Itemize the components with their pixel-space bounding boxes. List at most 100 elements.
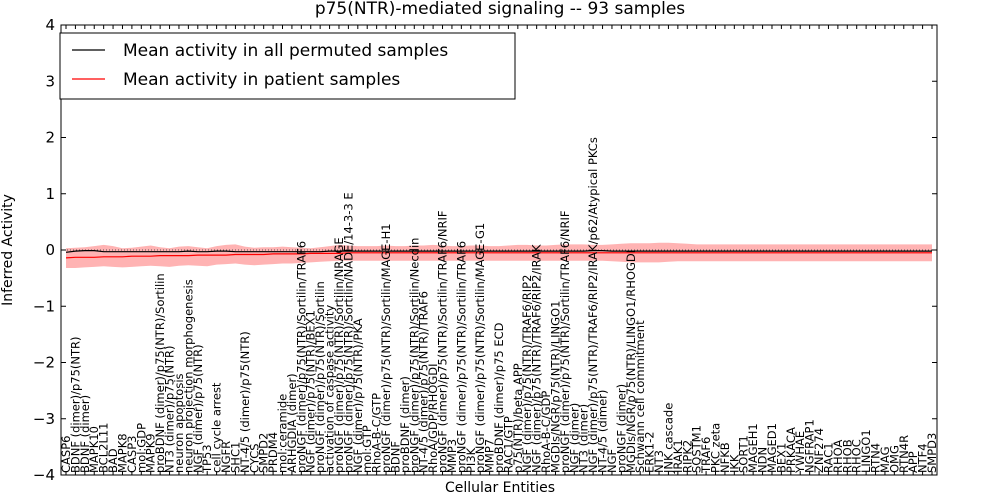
x-tick-label: SMPD3 (925, 433, 939, 473)
x-tick-label: mol:GTP (360, 425, 374, 473)
y-tick-label: −1 (33, 297, 55, 315)
legend-label-patient: Mean activity in patient samples (123, 70, 400, 90)
x-tick-label: mol:ceramide (276, 394, 290, 473)
x-tick-label: proNGF (dimer)/p75(NTR)/Sortilin/TRAF6 (454, 241, 468, 473)
x-tick-label: NT3 (dimer) (577, 404, 591, 473)
y-tick-label: 1 (45, 185, 55, 203)
x-tick-label: proNGF (dimer)/p75(NTR)/Sortilin/NADE/14… (341, 192, 355, 473)
x-tick-label: NGFRAP1 (803, 419, 817, 473)
x-tick-label: BAD (106, 448, 120, 473)
x-tick-label: NGF (dimer)/p75(NTR)/TRAF6/RIP2/IRAK/p62… (586, 137, 600, 473)
x-tick-label: proBDNF (dimer) (398, 376, 412, 473)
x-tick-label: RhoA-B-C/GDP (539, 391, 553, 473)
y-axis-ticks: −4 −3 −2 −1 0 1 2 3 4 (33, 16, 937, 484)
x-tick-label: PRKACA (784, 427, 798, 473)
x-tick-label: TRAF6 (699, 437, 713, 474)
x-tick-label: APP (906, 451, 920, 473)
x-tick-label: YWHAE (793, 431, 807, 474)
x-tick-label: RHOB (840, 439, 854, 473)
x-tick-label: MGDIs/NGR/p75(NTR)/LINGO1/RHOGDI (624, 250, 638, 473)
x-tick-label: MAGED1 (765, 423, 779, 473)
x-tick-label: SQSTM1 (690, 425, 704, 473)
y-tick-label: −4 (33, 466, 55, 484)
x-tick-label: MAPK9 (144, 433, 158, 473)
series-line-patient (65, 252, 932, 259)
x-tick-label: CYCS (247, 443, 261, 473)
x-tick-label: NGF (dimer)/p75(NTR)/TRAF6/RIP2/IRAK (530, 244, 544, 473)
y-axis-label: Inferred Activity (0, 194, 16, 306)
x-tick-label: PKC zeta (709, 423, 723, 473)
x-tick-label: proNGF (dimer)/p75(NTR)/Sortilin/NRAGE (332, 237, 346, 473)
x-tick-label: BDNF (389, 441, 403, 473)
x-tick-label: BCL2L11 (97, 423, 111, 473)
x-tick-label: proBDNF (dimer)/p75(NTR)/Sortilin (153, 273, 167, 473)
x-tick-label: proNGF (dimer)/p75(NTR)/Sortilin/TRAF6/N… (558, 211, 572, 473)
x-tick-label: NT-4/5 (dimer)/p75(NTR)/TRAF6 (417, 291, 431, 473)
x-tick-label: MMP7 (483, 439, 497, 473)
x-tick-label: RHOC (850, 439, 864, 473)
x-tick-label: CASP6 (59, 436, 73, 473)
x-tick-label: MAG (878, 447, 892, 474)
legend-box (59, 32, 516, 100)
x-tick-label: NT-4/5 (dimer)/p75(NTR) (238, 331, 252, 473)
x-tick-label: RhoA/GDP/RHOGDI (426, 364, 440, 473)
band-layer (66, 242, 932, 268)
x-tick-label: IRAK1 (671, 439, 685, 473)
x-tick-label: NFKB (718, 442, 732, 473)
x-tick-label: cell cycle arrest (210, 382, 224, 473)
x-tick-label: proNGF (dimer) (614, 384, 628, 473)
x-tick-label: RTN4 (869, 443, 883, 473)
legend: Mean activity in all permuted samples Me… (59, 32, 516, 100)
x-tick-label: MAGEH1 (746, 423, 760, 473)
x-tick-label: ZNF274 (812, 428, 826, 473)
x-tick-label: RhoA-B-C/GTP (370, 393, 384, 473)
x-tick-label: NT3 (652, 450, 666, 473)
x-tick-label: NDN (756, 447, 770, 473)
x-tick-label: NGF (dimer)/p75(NTR)/BEX1 (304, 310, 318, 473)
x-tick-label: CASP3 (125, 436, 139, 473)
series-line-permuted (65, 250, 932, 253)
x-tick-label: proNGF (dimer)/p75(NTR)/Sortilin/Necdin (407, 238, 421, 473)
x-tick-label: NTF4 (916, 443, 930, 473)
x-tick-label: MAPK10 (87, 426, 101, 473)
x-tick-label: NGF (605, 449, 619, 473)
x-tick-label: NGF (dimer)/p75(NTR)/TRAF6/RIP2 (520, 275, 534, 473)
x-tick-label: proBDNF (dimer)/p75 ECD (492, 322, 506, 473)
x-tick-label: LINGO1 (859, 429, 873, 473)
x-tick-label: RTN4R (897, 435, 911, 473)
x-tick-label: p75(NTR)/beta APP (511, 363, 525, 473)
x-tick-label: proNGF (dimer)/p75(NTR)/Sortilin/TRAF6/N… (436, 211, 450, 473)
x-tick-label: ARHGDIA (dimer) (285, 373, 299, 473)
y-tick-label: −3 (33, 410, 55, 428)
series-layer (65, 250, 932, 259)
x-tick-label: proNGF (dimer)/p75(NTR)/Sortilin/MAGE-G1 (473, 223, 487, 473)
x-tick-label: NGF (dimer)/p75(NTR) (191, 344, 205, 473)
x-tick-label: BDNF (dimer)/p75(NTR) (68, 337, 82, 474)
x-tick-label: OMG (887, 445, 901, 473)
x-tick-label: mol:GDP (134, 423, 148, 473)
x-tick-label: proNGF (dimer)/p75(NTR)/Sortilin/TRAF6 (294, 241, 308, 473)
x-tick-label: TP53 (200, 444, 214, 474)
x-tick-label: IKK (727, 454, 741, 473)
x-tick-label: NT3 (dimer)/p75(NTR) (163, 346, 177, 473)
plot-frame (60, 24, 938, 476)
x-tick-label: PRDM4 (266, 432, 280, 473)
x-tick-label: SHC1 (228, 442, 242, 473)
x-tick-label: activation of caspase activity (323, 305, 337, 473)
x-tick-label: RAC1/GTP (501, 416, 515, 473)
x-tick-label: MMP3 (445, 439, 459, 473)
x-tick-label: Schwann cell commitment (633, 320, 647, 473)
y-tick-label: 3 (45, 72, 55, 90)
y-tick-label: 2 (45, 129, 55, 147)
x-tick-label: BDNF (dimer) (78, 395, 92, 473)
x-tick-label: RHOA (831, 440, 845, 473)
chart-title: p75(NTR)-mediated signaling -- 93 sample… (315, 0, 685, 19)
x-tick-label: BEX1 (774, 443, 788, 473)
x-tick-label: RAC1 (822, 442, 836, 473)
x-tick-label: proNGF (dimer)/p75(NTR)/Sortilin/MAGE-H1 (379, 223, 393, 473)
x-tick-label: NGF (dimer) (567, 403, 581, 473)
x-tick-label: SMPD2 (257, 433, 271, 473)
x-tick-label: PI3K (464, 447, 478, 473)
x-tick-label: neuron apoptosis (172, 373, 186, 473)
